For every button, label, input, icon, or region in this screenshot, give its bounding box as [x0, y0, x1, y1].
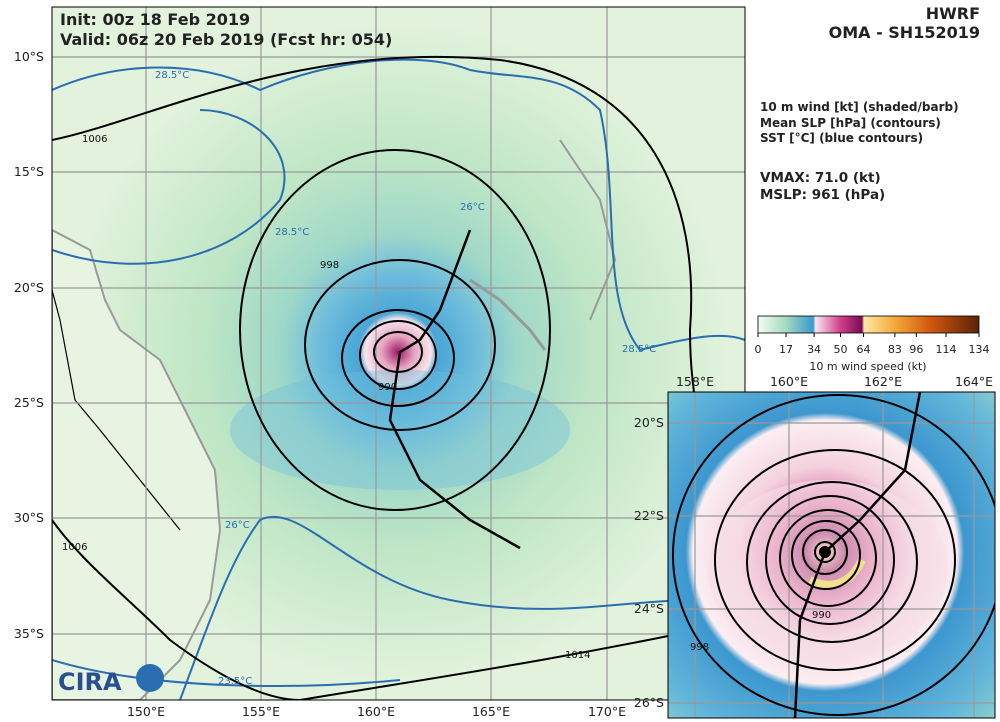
lon-label: 162°E — [864, 374, 902, 389]
contour-label: 998 — [320, 260, 339, 271]
lon-label: 160°E — [770, 374, 808, 389]
colorbar-tick-label: 96 — [909, 343, 923, 356]
lon-label: 155°E — [242, 704, 280, 719]
cira-logo: CIRA — [58, 664, 164, 696]
sst-contours — [52, 58, 745, 700]
lat-label: 20°S — [14, 280, 44, 295]
lon-label: 150°E — [127, 704, 165, 719]
colorbar-tick-label: 134 — [969, 343, 990, 356]
valid-time: Valid: 06z 20 Feb 2019 (Fcst hr: 054) — [60, 30, 392, 49]
sst-label: 26°C — [225, 520, 250, 531]
colorbar-tick-label: 50 — [833, 343, 847, 356]
lat-label: 24°S — [634, 601, 664, 616]
mslp: MSLP: 961 (hPa) — [760, 187, 885, 203]
lat-labels: 10°S 15°S 20°S 25°S 30°S 35°S — [14, 49, 44, 641]
lat-label: 10°S — [14, 49, 44, 64]
lat-label: 35°S — [14, 626, 44, 641]
lon-label: 158°E — [676, 374, 714, 389]
sst-label: 23.5°C — [218, 676, 252, 687]
colorbar-label: 10 m wind speed (kt) — [809, 360, 926, 373]
logo-text: CIRA — [58, 668, 122, 696]
lon-label: 164°E — [955, 374, 993, 389]
colorbar-tick-label: 34 — [807, 343, 821, 356]
model-name: HWRF — [926, 4, 980, 23]
lat-label: 26°S — [634, 695, 664, 710]
contour-label: 1014 — [565, 650, 590, 661]
inset-labels: 158°E 160°E 162°E 164°E 20°S 22°S 24°S 2… — [634, 374, 993, 710]
lon-label: 160°E — [357, 704, 395, 719]
sst-label: 26°C — [460, 202, 485, 213]
contour-label: 1006 — [62, 542, 87, 553]
vmax: VMAX: 71.0 (kt) — [760, 170, 881, 186]
contour-label: 998 — [690, 642, 709, 653]
legend-line: 10 m wind [kt] (shaded/barb) — [760, 100, 959, 114]
colorbar-tick-label: 64 — [857, 343, 871, 356]
inset-frame — [667, 391, 996, 719]
lon-label: 165°E — [472, 704, 510, 719]
legend-line: SST [°C] (blue contours) — [760, 131, 923, 145]
lat-label: 20°S — [634, 415, 664, 430]
colorbar-tick-label: 114 — [936, 343, 957, 356]
legend-line: Mean SLP [hPa] (contours) — [760, 116, 941, 130]
storm-id: OMA - SH152019 — [829, 23, 980, 42]
colorbar-tick-label: 0 — [755, 343, 762, 356]
init-time: Init: 00z 18 Feb 2019 — [60, 10, 250, 29]
colorbar: 10 m wind speed (kt) 0 17 34 50 64 83 96 114 134 — [755, 315, 990, 373]
sst-label: 28.5°C — [155, 70, 189, 81]
lon-labels: 150°E 155°E 160°E 165°E 170°E — [127, 704, 626, 719]
lon-label: 170°E — [588, 704, 626, 719]
colorbar-tick-label: 17 — [779, 343, 793, 356]
main-map: 1006 998 990 1006 1014 28.5°C 28.5°C 28.… — [52, 7, 745, 700]
sst-label: 28.5°C — [275, 227, 309, 238]
contour-label: 1006 — [82, 134, 107, 145]
map-frame — [51, 6, 746, 701]
colorbar-scale — [757, 315, 980, 334]
lat-label: 30°S — [14, 510, 44, 525]
lat-label: 22°S — [634, 508, 664, 523]
inset-map: 990 998 — [668, 392, 995, 718]
contour-label: 990 — [812, 610, 831, 621]
sst-label: 28.5°C — [622, 344, 656, 355]
lat-label: 25°S — [14, 395, 44, 410]
contour-label: 990 — [378, 382, 397, 393]
lat-label: 15°S — [14, 164, 44, 179]
colorbar-tick-label: 83 — [888, 343, 902, 356]
